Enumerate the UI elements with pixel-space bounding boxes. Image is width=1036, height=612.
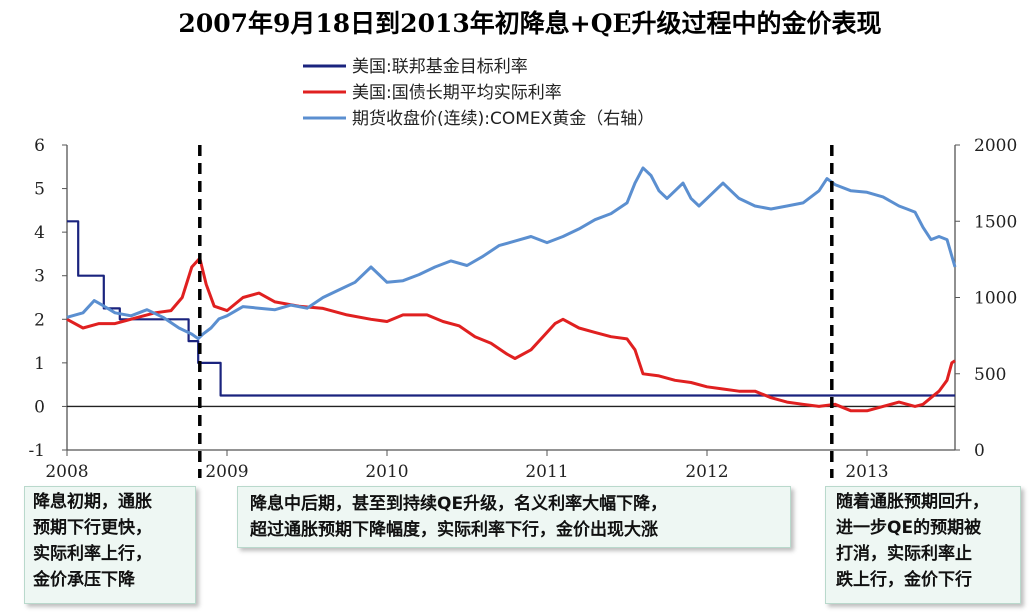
right-tick-label: 2000 bbox=[974, 136, 1017, 156]
legend-label: 美国:联邦基金目标利率 bbox=[352, 57, 528, 77]
x-tick-label: 2013 bbox=[845, 462, 888, 482]
left-tick-label: 0 bbox=[34, 397, 45, 417]
annotation-middle-line: 超过通胀预期下降幅度，实际利率下行，金价出现大涨 bbox=[250, 520, 658, 540]
x-tick-label: 2008 bbox=[45, 462, 88, 482]
series-line-2 bbox=[66, 256, 956, 413]
chart-title: 2007年9月18日到2013年初降息+QE升级过程中的金价表现 bbox=[178, 9, 881, 38]
x-tick-label: 2012 bbox=[685, 462, 728, 482]
left-tick-label: 4 bbox=[34, 223, 45, 243]
left-tick-label: 3 bbox=[34, 267, 45, 287]
annotation-right-line: 跌上行，金价下行 bbox=[836, 570, 972, 590]
annotation-left-line: 预期下行更快， bbox=[33, 518, 152, 538]
left-tick-label: -1 bbox=[28, 441, 45, 461]
legend: 美国:联邦基金目标利率美国:国债长期平均实际利率期货收盘价(连续):COMEX黄… bbox=[303, 57, 654, 129]
x-tick-label: 2009 bbox=[205, 462, 248, 482]
annotation-right-line: 随着通胀预期回升， bbox=[836, 492, 989, 512]
right-tick-label: 0 bbox=[974, 441, 985, 461]
annotation-middle: 降息中后期，甚至到持续QE升级，名义利率大幅下降， 超过通胀预期下降幅度，实际利… bbox=[237, 486, 791, 548]
left-tick-label: 5 bbox=[34, 180, 45, 200]
plot-series bbox=[66, 145, 957, 478]
annotation-left-line: 降息初期，通胀 bbox=[33, 492, 152, 512]
annotation-right: 随着通胀预期回升， 进一步QE的预期被 打消，实际利率止 跌上行，金价下行 bbox=[825, 486, 1021, 604]
x-tick-label: 2010 bbox=[365, 462, 408, 482]
right-tick-label: 500 bbox=[974, 365, 1006, 385]
right-tick-label: 1500 bbox=[974, 212, 1017, 232]
series-line-3 bbox=[66, 166, 957, 341]
x-tick-label: 2011 bbox=[525, 462, 568, 482]
annotation-right-line: 进一步QE的预期被 bbox=[836, 518, 982, 538]
series-line-1 bbox=[67, 220, 955, 397]
annotation-middle-line: 降息中后期，甚至到持续QE升级，名义利率大幅下降， bbox=[250, 494, 668, 514]
annotation-right-line: 打消，实际利率止 bbox=[836, 544, 972, 564]
legend-label: 美国:国债长期平均实际利率 bbox=[352, 83, 562, 103]
annotation-left-line: 金价承压下降 bbox=[33, 570, 135, 590]
axes: 6 5 4 3 2 1 0 -1 2000 1500 1000 500 0 2008 2009 2010 201… bbox=[28, 136, 1017, 482]
left-tick-label: 1 bbox=[34, 354, 45, 374]
annotation-left: 降息初期，通胀 预期下行更快， 实际利率上行， 金价承压下降 bbox=[24, 486, 196, 604]
left-tick-label: 2 bbox=[34, 310, 45, 330]
left-tick-label: 6 bbox=[34, 136, 45, 156]
legend-label: 期货收盘价(连续):COMEX黄金（右轴） bbox=[352, 109, 654, 129]
right-tick-label: 1000 bbox=[974, 289, 1017, 309]
annotation-left-line: 实际利率上行， bbox=[33, 544, 152, 564]
